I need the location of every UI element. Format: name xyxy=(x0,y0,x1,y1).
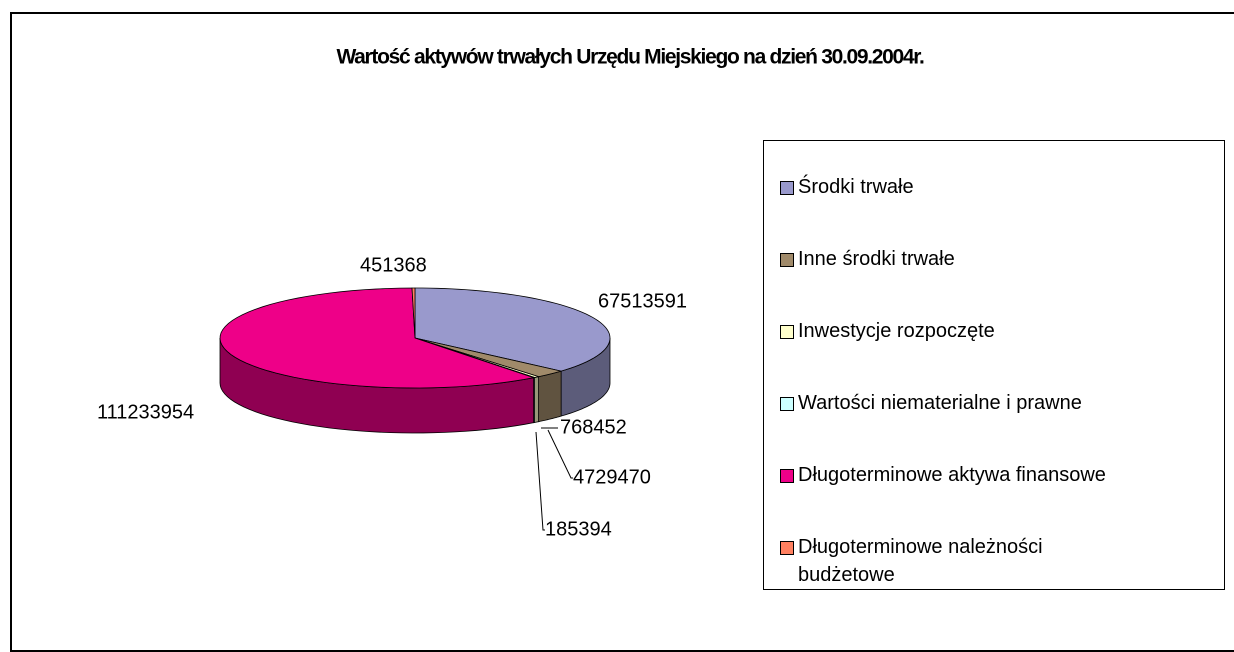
slice xyxy=(414,337,562,378)
slice xyxy=(219,287,534,389)
data-label: 185394 xyxy=(545,518,612,540)
legend-label: Wartości niematerialne i prawne xyxy=(798,392,1082,414)
leader-line xyxy=(547,429,573,479)
legend-label: Długoterminowe aktywa finansowe xyxy=(798,464,1106,486)
legend-swatch xyxy=(780,541,794,555)
legend-label: Inne środki trwałe xyxy=(798,248,955,270)
data-label: 768452 xyxy=(560,416,627,438)
legend-item: Inwestycje rozpoczęte xyxy=(780,317,1143,345)
chart-title: Wartość aktywów trwałych Urzędu Miejskie… xyxy=(336,46,924,69)
data-label: 67513591 xyxy=(598,290,687,312)
legend-swatch xyxy=(780,397,794,411)
legend-label: Długoterminowe należności budżetowe xyxy=(798,536,1043,586)
data-label: 4729470 xyxy=(573,466,651,488)
legend-swatch xyxy=(780,469,794,483)
slice xyxy=(414,287,611,372)
data-label: 111233954 xyxy=(97,401,194,423)
slice-side xyxy=(534,376,539,423)
legend-item: Długoterminowe należności budżetowe xyxy=(780,533,1143,589)
leader-line xyxy=(535,431,545,531)
slice xyxy=(411,287,416,339)
legend: Środki trwałe Inne środki trwałe Inwestycj… xyxy=(763,140,1225,590)
data-label: 451368 xyxy=(360,254,427,276)
slice-side xyxy=(538,370,562,423)
chart: Wartość aktywów trwałych Urzędu Miejskie… xyxy=(97,46,925,541)
legend-swatch xyxy=(780,181,794,195)
legend-label: Środki trwałe xyxy=(798,176,914,198)
legend-swatch xyxy=(780,253,794,267)
page: {"chart_data": {"type": "pie", "title": … xyxy=(10,12,1234,652)
legend-item: Wartości niematerialne i prawne xyxy=(780,389,1143,417)
legend-swatch xyxy=(780,325,794,339)
legend-label: Inwestycje rozpoczęte xyxy=(798,320,995,342)
legend-item: Długoterminowe aktywa finansowe xyxy=(780,461,1143,489)
legend-item: Inne środki trwałe xyxy=(780,245,1143,273)
legend-item: Środki trwałe xyxy=(780,173,1143,201)
